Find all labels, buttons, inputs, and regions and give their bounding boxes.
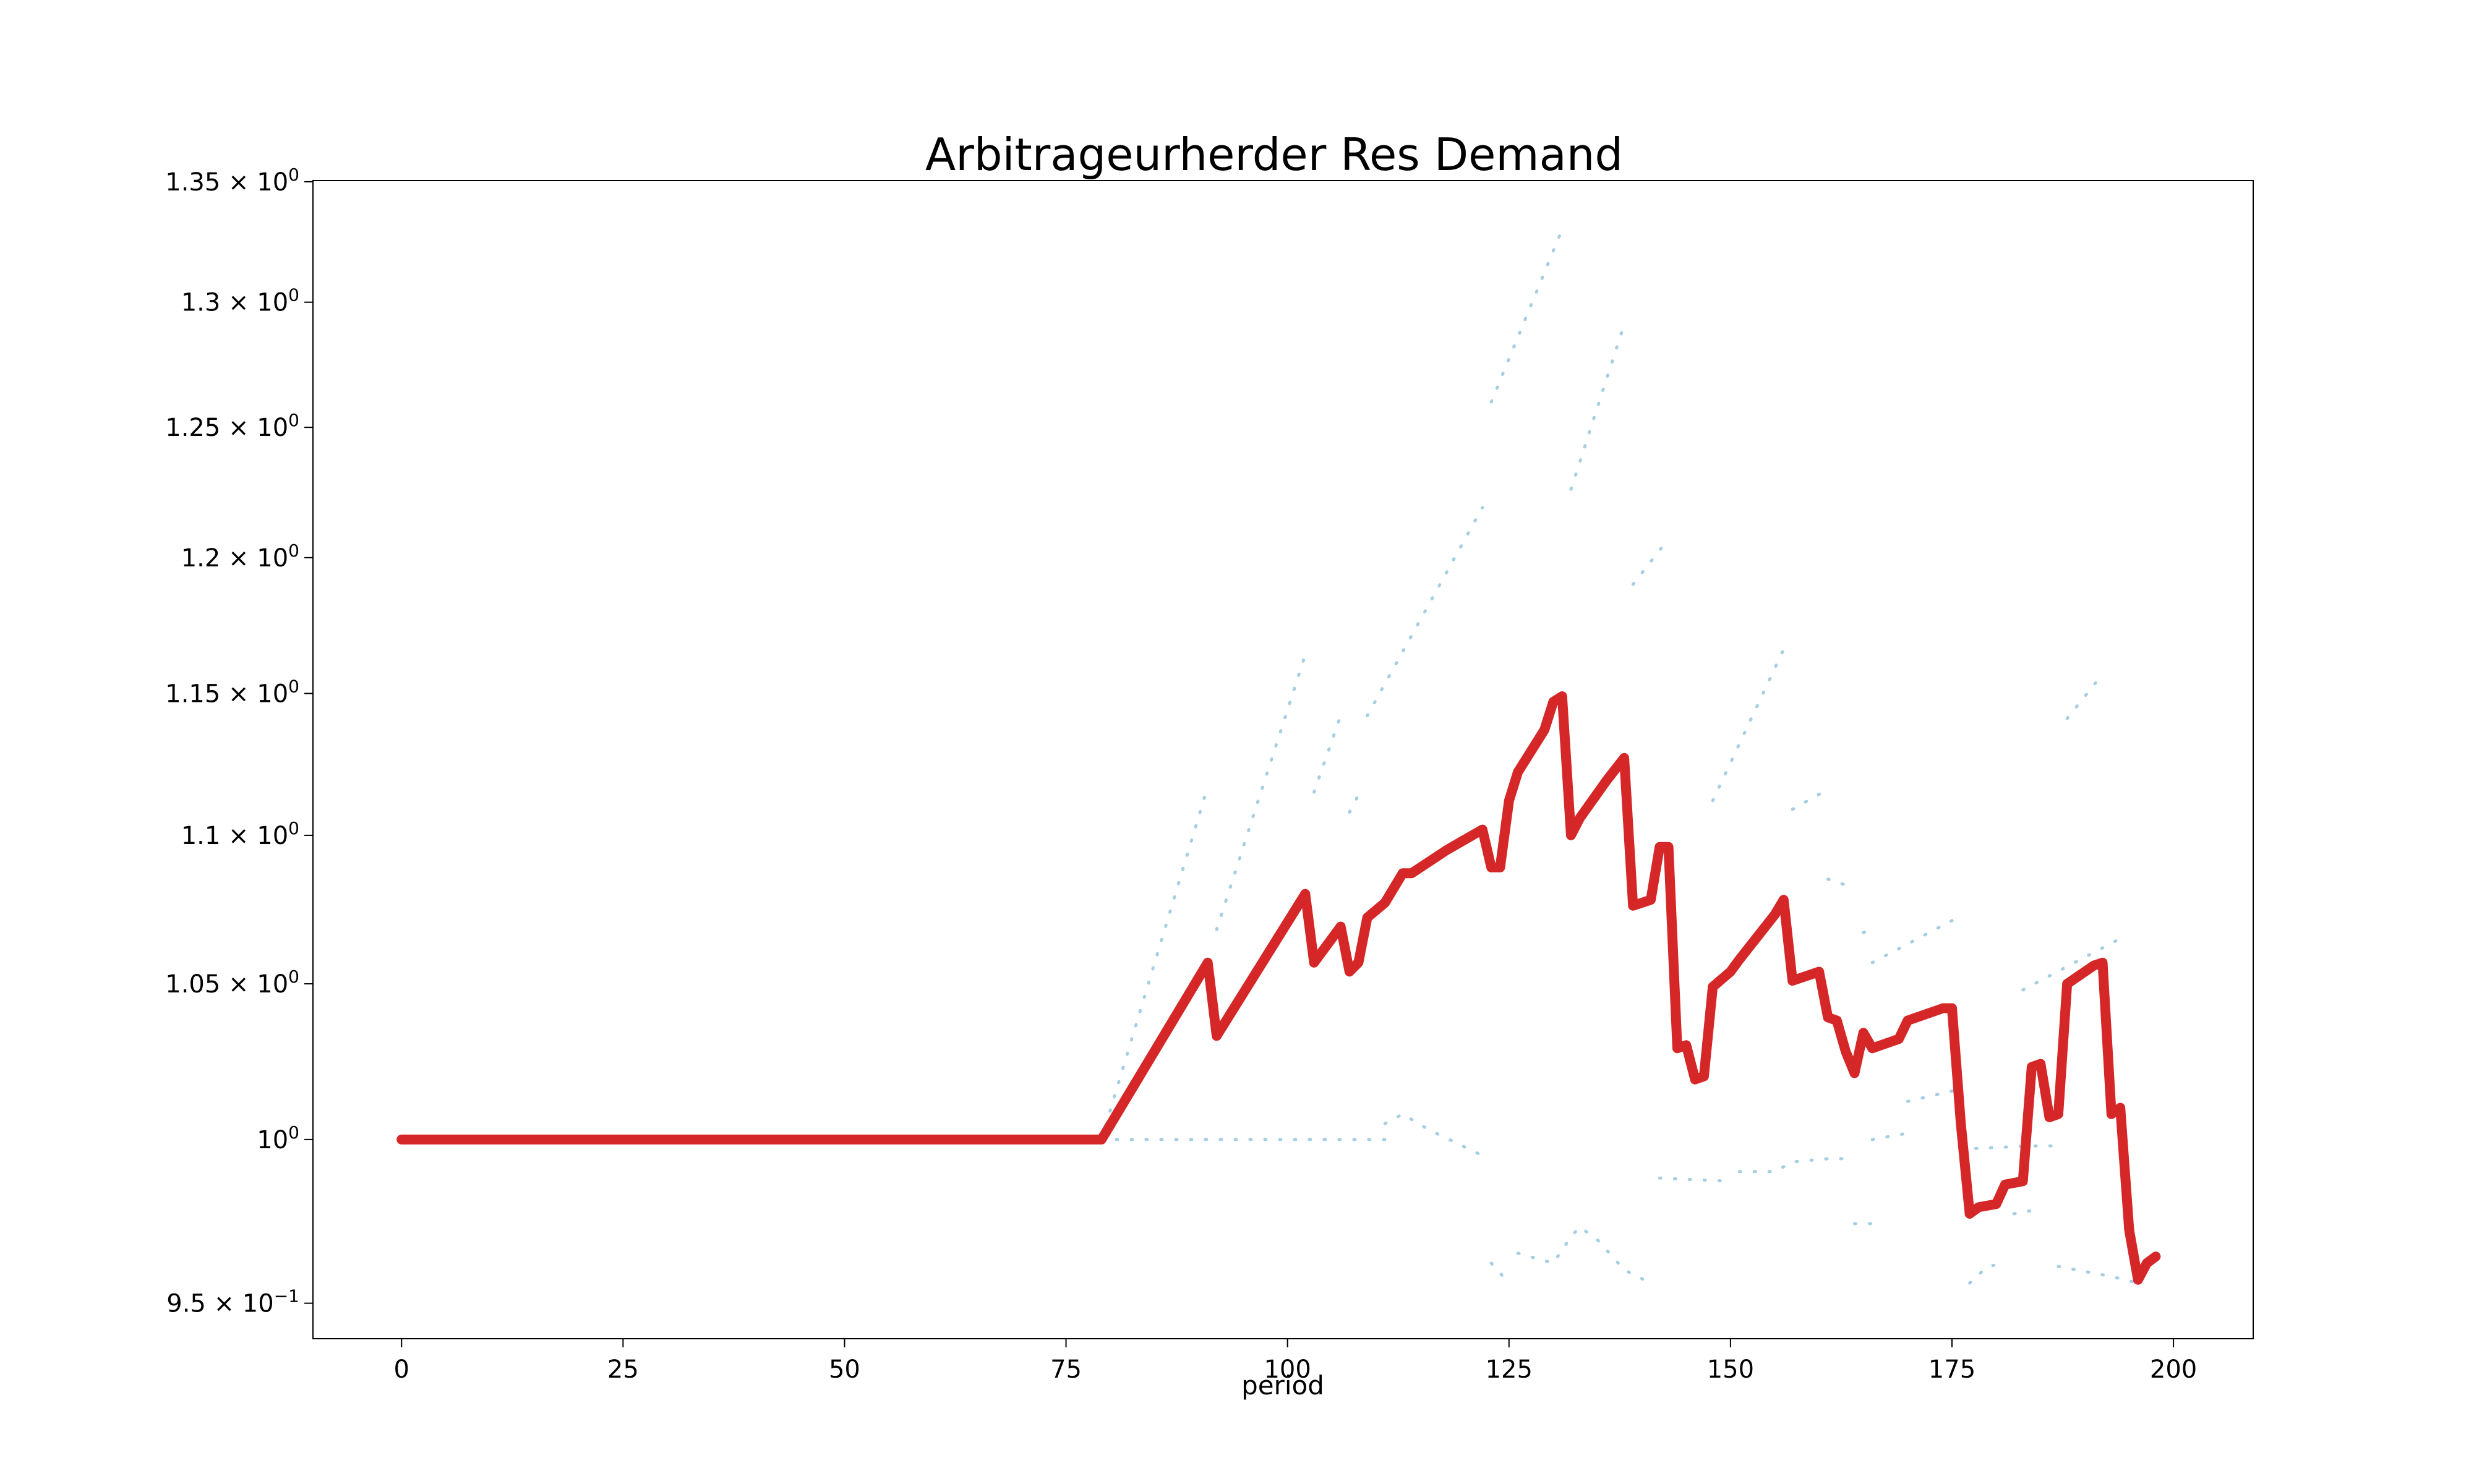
y-tick-label: 1.05 × 100 bbox=[165, 966, 299, 999]
y-tick-label: 9.5 × 10−1 bbox=[166, 1286, 299, 1318]
x-axis-ticks: 0 25 50 75 100 125 150 175 200 bbox=[394, 1339, 2197, 1384]
background-series-line-28 bbox=[2012, 1209, 2034, 1216]
y-tick-label: 1.35 × 100 bbox=[165, 164, 299, 197]
y-tick-label: 1.2 × 100 bbox=[181, 540, 299, 573]
x-tick-label: 100 bbox=[1264, 1355, 1311, 1384]
x-tick-label: 50 bbox=[829, 1355, 860, 1384]
background-series-line-13 bbox=[1862, 927, 1874, 934]
background-series-line-14 bbox=[1870, 919, 1954, 965]
background-series-line-3 bbox=[1312, 714, 1343, 794]
y-axis-ticks: 9.5 × 10−1 100 1.05 × 100 1.1 × 100 1.15 × 1… bbox=[165, 164, 313, 1318]
background-series-line-1 bbox=[1100, 785, 1210, 1141]
background-series-line-26 bbox=[1959, 1144, 2060, 1151]
y-tick-label: 1.25 × 100 bbox=[165, 410, 299, 442]
x-tick-label: 0 bbox=[394, 1355, 409, 1384]
chart-title: Arbitrageurherder Res Demand bbox=[925, 129, 1623, 181]
background-series-line-5 bbox=[1366, 506, 1484, 717]
background-series-line-4 bbox=[1348, 793, 1360, 814]
background-series-line-24 bbox=[1870, 1132, 1909, 1141]
plot-area-frame bbox=[312, 180, 2254, 1339]
background-series-line-15 bbox=[2065, 672, 2104, 720]
background-series-line-21 bbox=[1658, 1176, 1732, 1183]
background-series-line-6 bbox=[1489, 228, 1564, 404]
x-tick-label: 125 bbox=[1486, 1355, 1533, 1384]
y-tick-label: 1.1 × 100 bbox=[181, 818, 299, 850]
background-series-line-16 bbox=[2021, 937, 2122, 992]
x-tick-label: 200 bbox=[2150, 1355, 2197, 1384]
x-tick-label: 175 bbox=[1928, 1355, 1975, 1384]
x-tick-label: 150 bbox=[1707, 1355, 1754, 1384]
main-series-line bbox=[396, 691, 2161, 1285]
y-tick-label: 1.3 × 100 bbox=[181, 285, 299, 317]
background-series-line-19 bbox=[1489, 1261, 1511, 1285]
background-series-line-7 bbox=[1569, 323, 1626, 491]
background-series-line-8 bbox=[1631, 537, 1671, 586]
y-tick-label: 100 bbox=[257, 1122, 299, 1154]
y-tick-label: 1.15 × 100 bbox=[165, 676, 299, 709]
background-series-line-12 bbox=[1826, 877, 1847, 887]
series-layer bbox=[396, 228, 2161, 1285]
x-tick-label: 25 bbox=[607, 1355, 639, 1384]
x-tick-label: 75 bbox=[1050, 1355, 1082, 1384]
x-axis-label: period bbox=[1241, 1370, 1324, 1401]
background-series-line-25 bbox=[1906, 1087, 1963, 1103]
